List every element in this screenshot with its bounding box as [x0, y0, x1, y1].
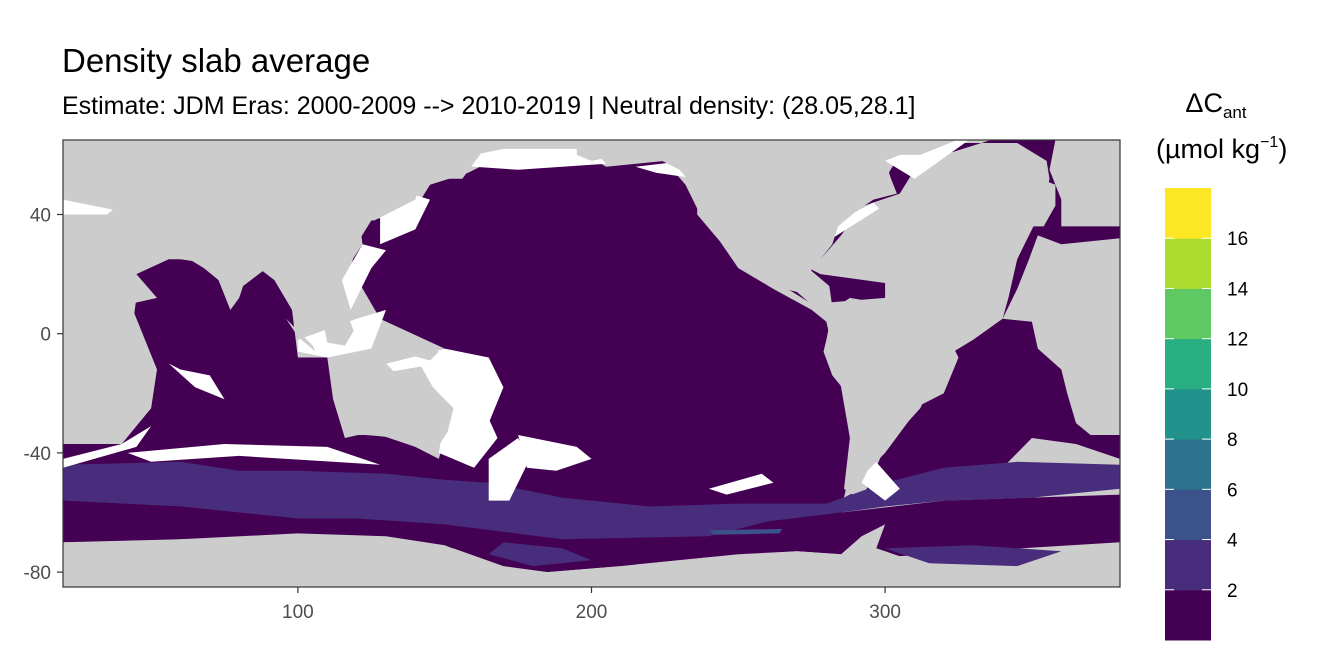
land-sumatra: [286, 318, 316, 352]
map-panel: [63, 140, 1120, 587]
legend-bin: [1165, 539, 1211, 591]
legend-bin: [1165, 188, 1211, 239]
legend-bin: [1165, 288, 1211, 340]
nodata-south-china-sea: [341, 244, 386, 310]
y-tick-label: 40: [30, 206, 51, 227]
legend: 2 4 6 8 10 12 14 16: [1165, 188, 1249, 641]
land-iberia-europe: [1017, 175, 1056, 227]
legend-label: 6: [1227, 480, 1238, 501]
y-tick-label: -80: [24, 563, 51, 584]
land-madagascar: [130, 372, 152, 409]
y-tick-label: -40: [24, 444, 51, 465]
legend-bin: [1165, 489, 1211, 541]
x-tick-label: 200: [576, 602, 608, 623]
legend-label: 12: [1227, 330, 1248, 351]
legend-bin: [1165, 388, 1211, 440]
nodata-pacific-strip: [708, 473, 774, 495]
nodata-labrador: [885, 140, 969, 179]
y-tick-label: 0: [40, 325, 51, 346]
nodata-us-shelf: [826, 202, 880, 239]
legend-label: 14: [1227, 279, 1249, 300]
legend-title-variable: ΔCant: [1185, 88, 1247, 122]
land-asia: [63, 140, 489, 310]
legend-label: 10: [1227, 380, 1248, 401]
land-greenland: [885, 140, 957, 155]
land-africa-eurasia-west: [63, 140, 169, 435]
nodata-patagonia: [861, 458, 900, 501]
land-australia: [339, 366, 454, 450]
land-south-america: [823, 297, 959, 498]
legend-label: 16: [1227, 229, 1248, 250]
patch-bin-4-6: [708, 528, 783, 535]
nodata-chatham: [518, 435, 592, 471]
nodata-new-zealand: [488, 438, 530, 501]
nodata-coral-sea: [386, 348, 504, 424]
nodata-bering: [444, 148, 607, 170]
nodata-south-africa: [63, 426, 152, 468]
legend-bin: [1165, 238, 1211, 289]
nodata-mascarene: [168, 363, 225, 400]
weddell-bin-2-4: [885, 545, 1062, 567]
land-north-america: [497, 140, 897, 310]
southern-ocean-bin-2-4: [63, 461, 1120, 543]
land-antarctica: [63, 524, 1120, 587]
land-borneo: [324, 315, 354, 346]
x-tick-label: 300: [869, 602, 901, 623]
legend-title-unit: (µmol kg−1): [1156, 134, 1288, 164]
legend-bin: [1165, 439, 1211, 490]
chart-subtitle: Estimate: JDM Eras: 2000-2009 --> 2010-2…: [62, 92, 916, 120]
legend-label: 2: [1227, 581, 1238, 602]
land-new-guinea: [386, 339, 439, 361]
x-tick-label: 100: [282, 602, 314, 623]
legend-label: 4: [1227, 531, 1238, 552]
chart-title: Density slab average: [62, 42, 371, 79]
land-africa-east: [1002, 235, 1120, 435]
land-europe-east: [1049, 140, 1120, 227]
legend-bin: [1165, 589, 1211, 641]
ross-bin-2-4: [488, 542, 592, 567]
legend-bin: [1165, 338, 1211, 390]
nodata-south-indian-streak: [127, 444, 381, 465]
legend-label: 8: [1227, 430, 1238, 451]
